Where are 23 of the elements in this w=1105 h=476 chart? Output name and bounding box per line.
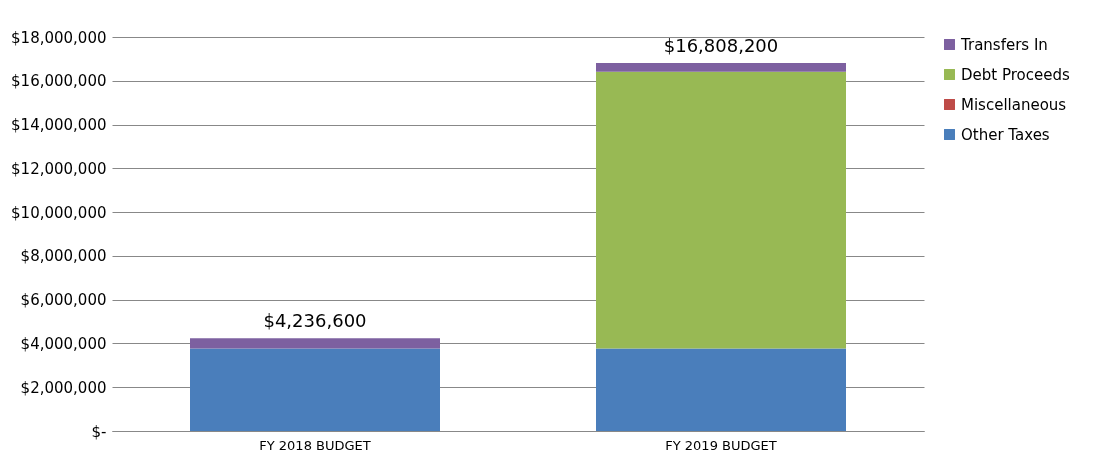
y-tick-label: $8,000,000	[20, 247, 107, 266]
bar	[596, 348, 846, 431]
y-tick-label: $18,000,000	[11, 28, 107, 47]
y-tick-label: $4,000,000	[20, 334, 107, 353]
bar	[190, 338, 440, 349]
bar	[596, 71, 846, 349]
x-tick-label: FY 2019 BUDGET	[665, 437, 777, 453]
total-label: $16,808,200	[663, 35, 779, 57]
x-tick-label: FY 2018 BUDGET	[259, 437, 371, 453]
y-tick-label: $2,000,000	[20, 378, 107, 397]
legend-label: Other Taxes	[961, 125, 1050, 144]
y-tick-label: $14,000,000	[11, 116, 107, 135]
bar	[190, 348, 440, 431]
y-tick-label: $12,000,000	[11, 159, 107, 178]
bar	[596, 63, 846, 72]
y-tick-label: $6,000,000	[20, 291, 107, 310]
y-tick-label: $16,000,000	[11, 72, 107, 91]
y-tick-label: $-	[91, 422, 107, 441]
total-label: $4,236,600	[263, 310, 367, 332]
y-tick-label: $10,000,000	[11, 203, 107, 222]
legend-label: Miscellaneous	[961, 95, 1067, 114]
legend-label: Transfers In	[960, 35, 1048, 54]
legend-label: Debt Proceeds	[961, 65, 1070, 84]
